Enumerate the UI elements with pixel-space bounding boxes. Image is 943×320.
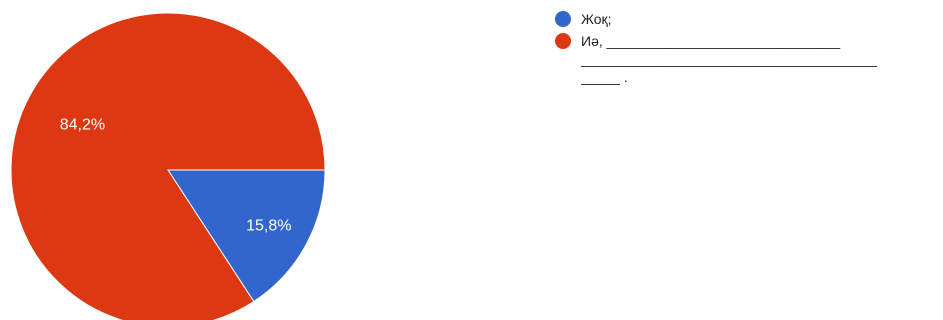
slice-label-no: 15,8% <box>246 218 291 235</box>
legend-label-no: Жоқ; <box>581 11 612 27</box>
pie-slice-no[interactable] <box>167 169 326 303</box>
legend-label-yes: Иә, ______________________________ _____… <box>581 33 877 85</box>
pie-slice-yes[interactable] <box>10 12 326 320</box>
slice-label-yes: 84,2% <box>60 117 105 134</box>
legend-item-no[interactable]: Жоқ; <box>555 10 935 28</box>
legend-swatch-yes <box>555 33 571 49</box>
legend-item-yes[interactable]: Иә, ______________________________ _____… <box>555 32 935 86</box>
legend-swatch-no <box>555 11 571 27</box>
legend: Жоқ; Иә, ______________________________ … <box>555 10 935 90</box>
